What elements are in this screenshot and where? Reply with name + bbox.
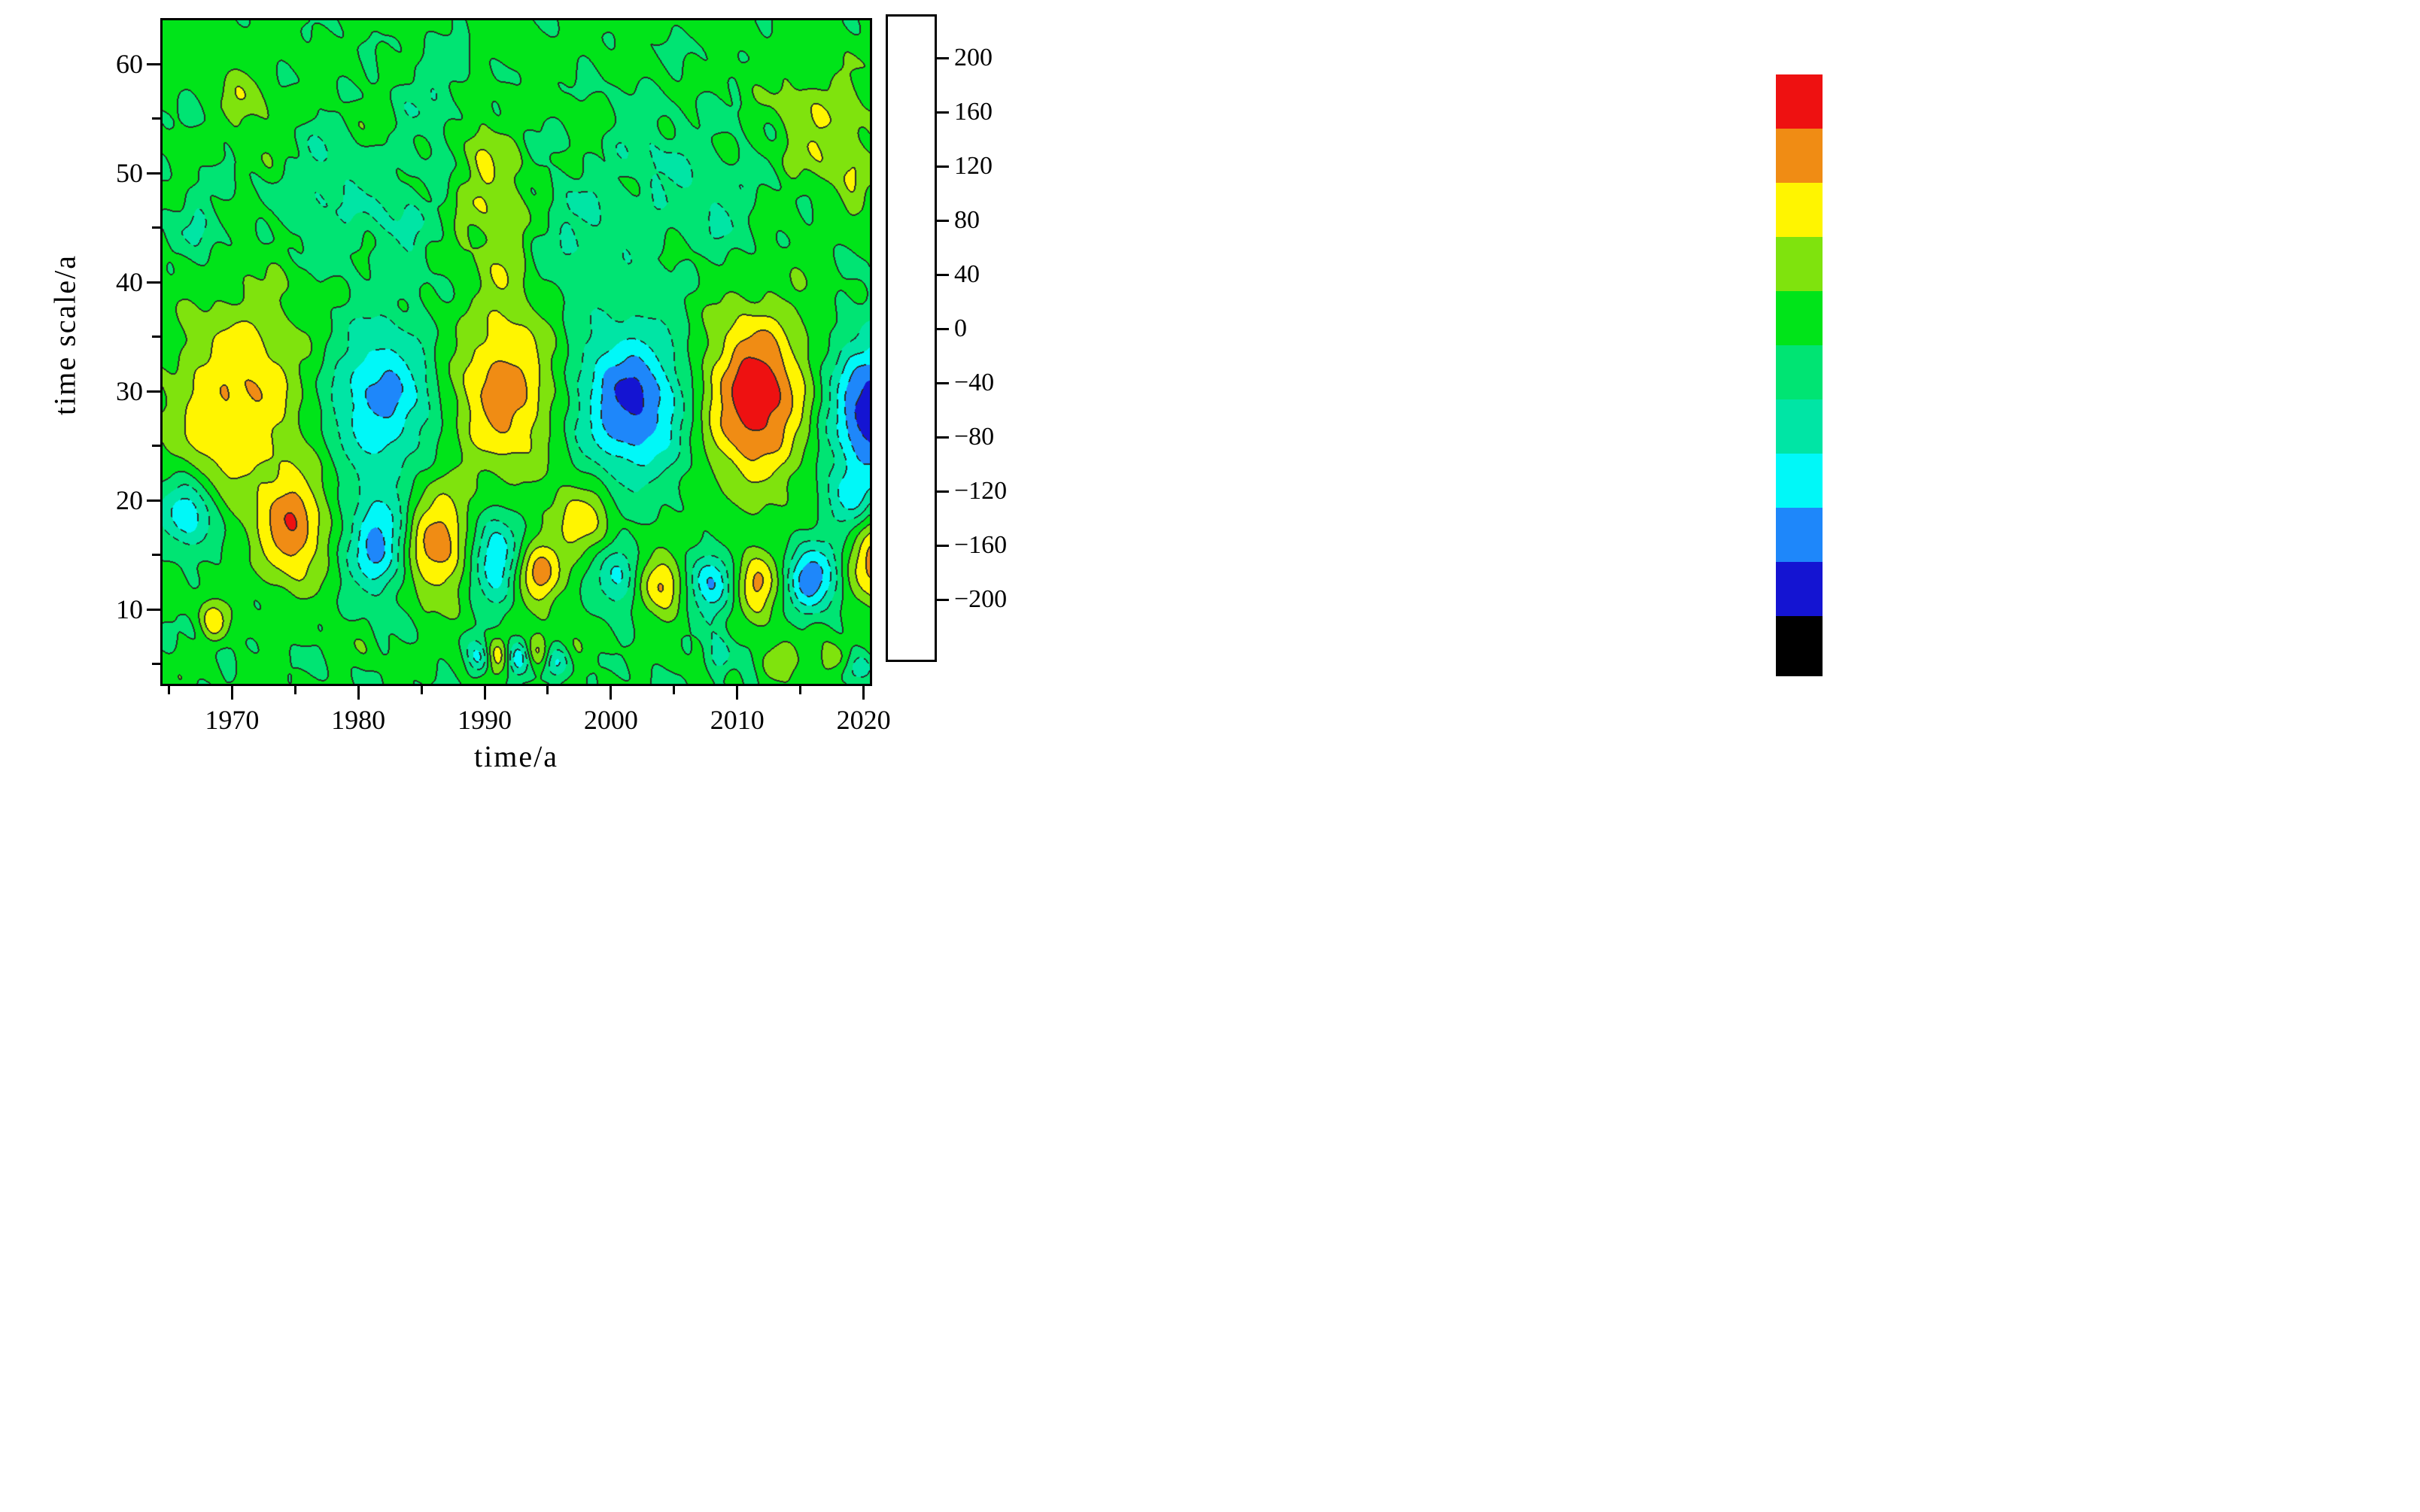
contour-canvas bbox=[163, 20, 870, 684]
x-minor-tick bbox=[799, 686, 802, 694]
colorbar-tick bbox=[937, 165, 949, 168]
x-tick-label: 1970 bbox=[205, 705, 260, 735]
x-tick-label: 2010 bbox=[710, 705, 765, 735]
y-tick-label: 60 bbox=[116, 49, 143, 80]
colorbar-band bbox=[1776, 562, 1823, 616]
y-major-tick bbox=[147, 62, 160, 65]
y-tick-label: 50 bbox=[116, 158, 143, 189]
colorbar-band bbox=[1776, 33, 1823, 74]
x-axis-title: time/a bbox=[474, 739, 558, 773]
colorbar-band bbox=[1776, 454, 1823, 508]
x-tick-label: 2000 bbox=[583, 705, 638, 735]
y-minor-tick bbox=[152, 335, 160, 339]
x-tick-label: 1990 bbox=[458, 705, 512, 735]
y-tick-label: 20 bbox=[116, 485, 143, 516]
colorbar-tick-label: 160 bbox=[954, 98, 993, 126]
y-minor-tick bbox=[152, 554, 160, 557]
colorbar bbox=[888, 17, 1823, 676]
y-minor-tick bbox=[152, 663, 160, 666]
colorbar-band bbox=[1776, 74, 1823, 129]
x-major-tick bbox=[862, 686, 865, 700]
colorbar-band bbox=[1776, 345, 1823, 399]
colorbar-tick bbox=[937, 381, 949, 384]
y-major-tick bbox=[147, 608, 160, 611]
colorbar-tick bbox=[937, 327, 949, 330]
y-tick-label: 30 bbox=[116, 376, 143, 407]
colorbar-tick bbox=[937, 544, 949, 547]
y-major-tick bbox=[147, 281, 160, 284]
x-major-tick bbox=[610, 686, 613, 700]
x-minor-tick bbox=[167, 686, 170, 694]
y-major-tick bbox=[147, 172, 160, 175]
y-minor-tick bbox=[152, 445, 160, 448]
x-minor-tick bbox=[673, 686, 676, 694]
colorbar-tick-label: 200 bbox=[954, 44, 993, 71]
colorbar-band bbox=[1776, 508, 1823, 562]
colorbar-tick-label: −40 bbox=[954, 369, 995, 396]
x-minor-tick bbox=[293, 686, 296, 694]
x-major-tick bbox=[483, 686, 486, 700]
colorbar-tick-label: 120 bbox=[954, 152, 993, 180]
colorbar-band bbox=[1776, 183, 1823, 237]
colorbar-band bbox=[1776, 399, 1823, 454]
colorbar-band bbox=[1776, 291, 1823, 345]
colorbar-tick-label: −200 bbox=[954, 585, 1008, 613]
colorbar-tick bbox=[937, 273, 949, 276]
y-tick-label: 40 bbox=[116, 267, 143, 298]
colorbar-tick bbox=[937, 490, 949, 493]
x-major-tick bbox=[736, 686, 739, 700]
colorbar-tick-label: −160 bbox=[954, 531, 1008, 559]
y-major-tick bbox=[147, 499, 160, 502]
plot-frame bbox=[160, 18, 872, 686]
y-major-tick bbox=[147, 390, 160, 393]
colorbar-tick-label: 80 bbox=[954, 206, 980, 234]
y-tick-label: 10 bbox=[116, 594, 143, 625]
colorbar-tick bbox=[937, 436, 949, 439]
y-axis-title: time scale/a bbox=[47, 254, 82, 415]
y-minor-tick bbox=[152, 117, 160, 120]
x-tick-label: 1980 bbox=[331, 705, 386, 735]
colorbar-tick-label: −80 bbox=[954, 423, 995, 451]
colorbar-tick-label: 0 bbox=[954, 314, 967, 342]
colorbar-frame bbox=[886, 14, 937, 662]
x-minor-tick bbox=[546, 686, 549, 694]
colorbar-tick-label: 40 bbox=[954, 260, 980, 288]
y-minor-tick bbox=[152, 226, 160, 229]
colorbar-tick-label: −120 bbox=[954, 477, 1008, 505]
colorbar-tick bbox=[937, 219, 949, 222]
colorbar-band bbox=[1776, 616, 1823, 676]
colorbar-band bbox=[1776, 237, 1823, 291]
contour-figure-page: { "axes": { "x": { "title": "time/a", "t… bbox=[0, 0, 1823, 773]
colorbar-tick bbox=[937, 56, 949, 59]
x-minor-tick bbox=[420, 686, 423, 694]
x-tick-label: 2020 bbox=[836, 705, 891, 735]
colorbar-band bbox=[1776, 129, 1823, 183]
x-major-tick bbox=[357, 686, 360, 700]
colorbar-tick bbox=[937, 111, 949, 114]
colorbar-tick bbox=[937, 598, 949, 601]
x-major-tick bbox=[230, 686, 233, 700]
